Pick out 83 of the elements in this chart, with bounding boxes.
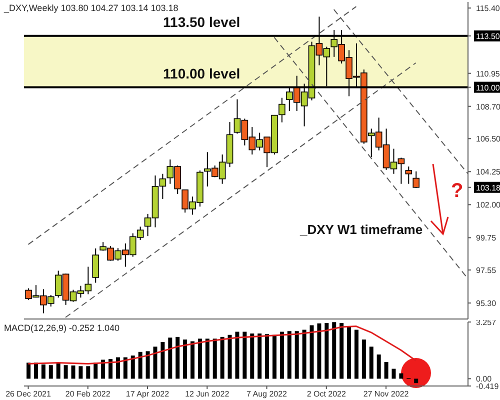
y-tick-label: 97.55 (476, 266, 497, 275)
bar (108, 359, 113, 379)
bar (376, 354, 381, 379)
bar (369, 346, 374, 379)
y-tick-label: 110.95 (476, 69, 500, 78)
x-tick-label: 26 Dec 2021 (6, 390, 52, 399)
bar (280, 332, 284, 379)
bar (250, 333, 254, 379)
candlestick (412, 170, 420, 188)
y-tick-label: 115.40 (476, 4, 500, 14)
bar (310, 325, 314, 379)
bar (220, 336, 224, 379)
x-tick-label: 17 Apr 2022 (126, 390, 170, 399)
y-tick-label: 0.00 (476, 374, 492, 384)
bar (86, 366, 90, 379)
y-tick-label: 99.75 (476, 234, 497, 243)
bar (205, 338, 210, 379)
bar (347, 326, 352, 379)
candlestick (405, 166, 412, 184)
bar (64, 365, 68, 379)
y-tick-label: 113.50 (476, 32, 500, 41)
bar (71, 365, 76, 379)
y-tick-label: 95.30 (476, 299, 497, 308)
bar (146, 351, 150, 379)
bar (362, 340, 366, 379)
bar (242, 332, 247, 379)
bar (258, 333, 262, 379)
bar (265, 334, 270, 379)
bar (26, 362, 31, 379)
bar (332, 322, 336, 379)
bar (212, 338, 217, 379)
bar (94, 362, 98, 379)
y-tick-label: 103.18 (476, 183, 500, 192)
bar (287, 331, 292, 379)
bar (56, 362, 60, 379)
ref-line-label: 110.00 level (163, 65, 240, 82)
y-tick-label: 104.25 (476, 168, 500, 177)
y-tick-label: -0.419 (476, 382, 500, 391)
x-tick-label: 2 Oct 2022 (306, 390, 347, 399)
x-tick-label: 12 Jun 2022 (185, 390, 230, 399)
bar (198, 338, 202, 379)
bar (41, 364, 46, 379)
bar (302, 330, 306, 379)
y-tick-label: 110.00 (476, 83, 500, 92)
y-tick-label: 108.70 (476, 102, 500, 112)
bar (294, 331, 299, 379)
bar (392, 368, 396, 379)
bar (354, 330, 358, 379)
bar (324, 322, 329, 379)
bar (101, 360, 106, 379)
candlestick (92, 248, 100, 284)
bar (340, 322, 344, 379)
ref-line-label: 113.50 level (163, 14, 240, 30)
bar (168, 338, 172, 379)
y-tick-label: 102.00 (476, 200, 500, 210)
chart-title: MACD(12,26,9) -0.252 1.040 (4, 323, 120, 333)
bar (272, 334, 276, 379)
bar (130, 356, 135, 379)
bar (228, 334, 232, 379)
bar (384, 362, 388, 379)
candlestick (278, 97, 286, 123)
annotation: ? (451, 180, 464, 203)
bar (48, 365, 53, 379)
annotation: _DXY W1 timeframe (300, 222, 423, 237)
x-tick-label: 20 Feb 2022 (65, 390, 111, 399)
y-tick-label: 106.50 (476, 134, 500, 144)
chart-title: _DXY,Weekly 103.80 104.27 103.14 103.18 (4, 3, 178, 13)
x-tick-label: 7 Aug 2022 (246, 390, 288, 399)
bar (123, 357, 128, 379)
bar (414, 378, 418, 384)
bar (183, 340, 188, 379)
bar (176, 336, 180, 379)
bar (138, 352, 142, 379)
bar (317, 323, 322, 379)
bar (190, 341, 195, 379)
bar (153, 346, 158, 379)
bar (160, 342, 165, 379)
bar (78, 366, 83, 379)
bar (34, 362, 38, 379)
bar (116, 357, 120, 379)
x-tick-label: 27 Nov 2022 (363, 390, 410, 399)
bar (235, 332, 240, 379)
bar (399, 373, 404, 379)
